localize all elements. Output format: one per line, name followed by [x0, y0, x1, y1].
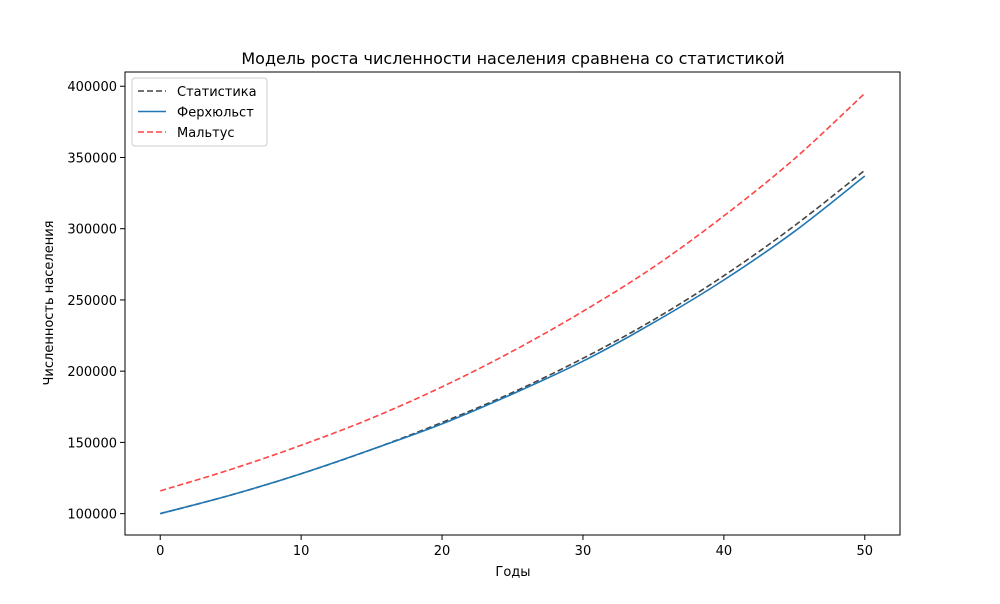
- chart-title: Модель роста численности населения сравн…: [241, 49, 784, 68]
- y-tick-label: 200000: [67, 365, 117, 380]
- y-tick-label: 400000: [67, 80, 117, 95]
- y-tick-label: 250000: [67, 294, 117, 309]
- y-tick-label: 300000: [67, 223, 117, 238]
- legend: Статистика Ферхюльст Мальтус: [131, 77, 268, 147]
- x-tick-label: 10: [293, 544, 310, 559]
- x-tick-label: 30: [575, 544, 592, 559]
- x-tick-label: 0: [156, 544, 164, 559]
- x-axis: 0 10 20 30 40 50: [156, 535, 873, 559]
- series-line-2: [159, 92, 866, 492]
- y-axis: 100000 150000 200000 250000 300000 350000 4000…: [67, 80, 125, 523]
- y-tick-label: 150000: [67, 436, 117, 451]
- y-tick-label: 100000: [67, 508, 117, 523]
- x-axis-label: Годы: [495, 565, 530, 580]
- x-tick-label: 40: [716, 544, 733, 559]
- series-line-0: [160, 169, 866, 515]
- series-line-1: [160, 175, 866, 515]
- plot-lines: [159, 92, 866, 515]
- legend-label: Ферхюльст: [177, 106, 254, 121]
- x-tick-label: 20: [434, 544, 451, 559]
- plot-area-frame: [124, 71, 901, 536]
- y-tick-label: 350000: [67, 151, 117, 166]
- legend-label: Статистика: [177, 85, 257, 100]
- y-axis-label: Численность населения: [42, 221, 57, 386]
- x-tick-label: 50: [856, 544, 873, 559]
- legend-box: [131, 77, 268, 147]
- legend-label: Мальтус: [177, 126, 235, 141]
